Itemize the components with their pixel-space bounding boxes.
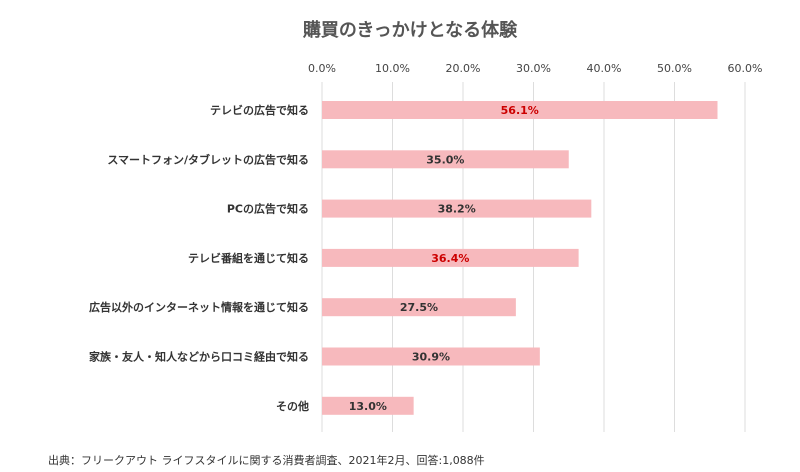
category-label: PCの広告で知る [227, 202, 309, 216]
x-axis-ticks: 0.0% 10.0% 20.0% 30.0% 40.0% 50.0% 60.0% [308, 62, 762, 75]
bar [322, 150, 569, 169]
bar [322, 347, 540, 366]
value-label: 36.4% [431, 252, 469, 265]
value-label: 30.9% [412, 351, 450, 364]
bar [322, 101, 718, 119]
value-label: 27.5% [400, 301, 438, 314]
bar [322, 298, 516, 317]
value-label: 56.1% [501, 104, 539, 117]
value-labels: 56.1% 35.0% 38.2% 36.4% 27.5% 30.9% 13.0% [349, 104, 539, 413]
source-note: 出典：フリークアウト ライフスタイルに関する消費者調査、2021年2月、回答:1… [48, 453, 485, 467]
x-tick-label: 60.0% [728, 62, 763, 75]
category-label: スマートフォン/タブレットの広告で知る [107, 152, 309, 166]
category-label: 家族・友人・知人などから口コミ経由で知る [89, 350, 309, 364]
chart-title: 購買のきっかけとなる体験 [302, 19, 518, 41]
category-label: その他 [276, 399, 309, 413]
value-label: 35.0% [426, 153, 464, 166]
category-label: 広告以外のインターネット情報を通じて知る [89, 300, 309, 314]
value-label: 38.2% [438, 203, 476, 216]
bar [322, 248, 579, 267]
category-label: テレビの広告で知る [210, 103, 309, 117]
bar [322, 396, 414, 415]
x-tick-label: 20.0% [446, 62, 481, 75]
x-tick-label: 50.0% [657, 62, 692, 75]
category-label: テレビ番組を通じて知る [188, 251, 309, 265]
bars [322, 101, 718, 415]
bar [322, 199, 592, 218]
x-tick-label: 40.0% [587, 62, 622, 75]
x-tick-label: 10.0% [375, 62, 410, 75]
value-label: 13.0% [349, 400, 387, 413]
x-tick-label: 30.0% [516, 62, 551, 75]
x-tick-label: 0.0% [308, 62, 336, 75]
